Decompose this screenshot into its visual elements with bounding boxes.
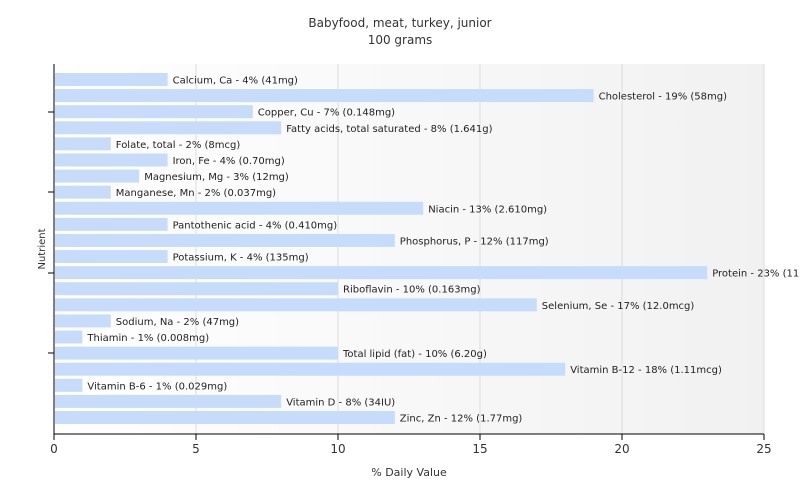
bar [55, 330, 83, 344]
bar-value-label: Potassium, K - 4% (135mg) [173, 253, 309, 264]
bar [55, 201, 424, 215]
bar [55, 314, 111, 328]
bar-value-label: Iron, Fe - 4% (0.70mg) [173, 156, 285, 167]
bar-value-label: Vitamin B-6 - 1% (0.029mg) [87, 381, 227, 392]
chart-subtitle: 100 grams [368, 33, 433, 47]
chart-title: Babyfood, meat, turkey, junior [308, 16, 491, 30]
bar [55, 105, 253, 119]
x-tick-label: 15 [472, 442, 487, 456]
bar [55, 233, 395, 247]
bar-labels: Calcium, Ca - 4% (41mg) Cholesterol - 19%… [86, 76, 800, 425]
bar [55, 250, 168, 264]
axes [48, 64, 764, 435]
bar [55, 282, 338, 296]
bars [55, 73, 708, 424]
bar-value-label: Zinc, Zn - 12% (1.77mg) [400, 414, 523, 425]
bar-value-label: Vitamin D - 8% (34IU) [286, 397, 395, 408]
bar-value-label: Magnesium, Mg - 3% (12mg) [144, 172, 289, 183]
bar-value-label: Pantothenic acid - 4% (0.410mg) [173, 220, 338, 231]
bar [55, 137, 111, 151]
plot-area [54, 64, 764, 434]
bar-value-label: Vitamin B-12 - 18% (1.11mcg) [570, 365, 722, 376]
bar-value-label: Protein - 23% (11.50g) [712, 269, 800, 280]
bar-value-label: Copper, Cu - 7% (0.148mg) [258, 108, 395, 119]
bar-value-label: Selenium, Se - 17% (12.0mcg) [542, 301, 695, 312]
y-axis-label: Nutrient [37, 228, 48, 269]
bar-value-label: Manganese, Mn - 2% (0.037mg) [116, 188, 276, 199]
bar [55, 411, 395, 424]
bar-value-label: Cholesterol - 19% (58mg) [599, 92, 728, 103]
bar-value-label: Folate, total - 2% (8mcg) [116, 140, 241, 151]
x-tick-labels: 0 5 10 15 20 25 [50, 442, 771, 456]
bar-value-label: Thiamin - 1% (0.008mg) [86, 333, 209, 344]
bar [55, 394, 282, 408]
x-tick-label: 20 [614, 442, 629, 456]
bar [55, 153, 168, 167]
bar-value-label: Calcium, Ca - 4% (41mg) [173, 76, 298, 87]
bar-value-label: Sodium, Na - 2% (47mg) [116, 317, 239, 328]
bar [55, 378, 83, 392]
bar-value-label: Total lipid (fat) - 10% (6.20g) [342, 349, 487, 360]
bar [55, 266, 708, 280]
bar [55, 346, 338, 360]
bar [55, 121, 282, 135]
bar [55, 362, 566, 376]
bar [55, 73, 168, 86]
x-axis-label: % Daily Value [371, 466, 447, 479]
x-tick-label: 25 [756, 442, 771, 456]
bar [55, 298, 537, 312]
x-tick-label: 5 [192, 442, 200, 456]
bar-value-label: Fatty acids, total saturated - 8% (1.641… [286, 124, 492, 135]
x-tick-label: 10 [330, 442, 345, 456]
bar [55, 185, 111, 199]
bar-value-label: Phosphorus, P - 12% (117mg) [400, 236, 549, 247]
bar [55, 217, 168, 231]
bar-value-label: Niacin - 13% (2.610mg) [428, 204, 547, 215]
bar [55, 169, 140, 183]
bar-value-label: Riboflavin - 10% (0.163mg) [343, 285, 481, 296]
x-tick-label: 0 [50, 442, 58, 456]
bar [55, 89, 594, 103]
